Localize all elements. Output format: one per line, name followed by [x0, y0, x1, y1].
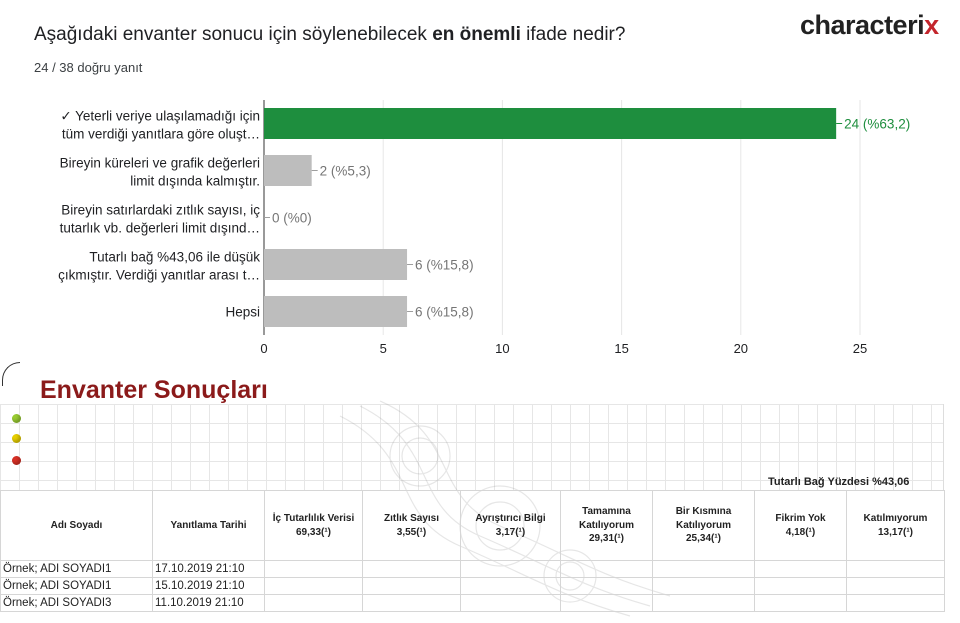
category-label: Bireyin satırlardaki zıtlık sayısı, iç — [61, 203, 260, 218]
data-label: 6 (%15,8) — [415, 258, 474, 273]
header-contrast-count: Zıtlık Sayısı 3,55(¹) — [362, 490, 461, 561]
red-status-dot — [12, 456, 21, 465]
category-label: çıkmıştır. Verdiği yanıtlar arası t… — [58, 268, 260, 283]
category-label: limit dışında kalmıştır. — [130, 174, 260, 189]
table-row: Örnek; ADI SOYADI1 15.10.2019 21:10 — [0, 577, 945, 595]
header-name: Adı Soyadı — [0, 490, 153, 561]
table-row: Örnek; ADI SOYADI3 11.10.2019 21:10 — [0, 594, 945, 612]
data-label: 6 (%15,8) — [415, 305, 474, 320]
data-label: 2 (%5,3) — [320, 164, 371, 179]
logo-text: characteri — [800, 10, 925, 40]
question-title: Aşağıdaki envanter sonucu için söylenebi… — [34, 24, 625, 46]
row-name: Örnek; ADI SOYADI1 — [0, 577, 153, 595]
category-label: Bireyin küreleri ve grafik değerleri — [60, 156, 260, 171]
consistency-percentage: Tutarlı Bağ Yüzdesi %43,06 — [768, 476, 910, 488]
x-tick-label: 10 — [495, 341, 509, 356]
bar — [264, 296, 408, 327]
question-prefix: Aşağıdaki envanter sonucu için söylenebi… — [34, 24, 433, 45]
row-date: 17.10.2019 21:10 — [152, 560, 265, 578]
yellow-status-dot — [12, 434, 21, 443]
row-date: 15.10.2019 21:10 — [152, 577, 265, 595]
category-label: ✓ Yeterli veriye ulaşılamadığı için — [60, 109, 260, 124]
header-date: Yanıtlama Tarihi — [152, 490, 265, 561]
category-label: Hepsi — [225, 305, 260, 320]
correct-answers-count: 24 / 38 doğru yanıt — [34, 60, 143, 75]
x-tick-label: 5 — [380, 341, 387, 356]
x-tick-label: 25 — [853, 341, 867, 356]
data-label: 24 (%63,2) — [844, 117, 910, 132]
table-row: Örnek; ADI SOYADI1 17.10.2019 21:10 — [0, 560, 945, 578]
x-tick-label: 20 — [734, 341, 748, 356]
header-disagree: Katılmıyorum 13,17(¹) — [846, 490, 945, 561]
question-bold: en önemli — [432, 24, 521, 45]
row-name: Örnek; ADI SOYADI3 — [0, 594, 153, 612]
characterix-logo: characterix — [800, 10, 939, 41]
x-tick-label: 15 — [614, 341, 628, 356]
bar — [264, 155, 312, 186]
bar — [264, 249, 408, 280]
question-suffix: ifade nedir? — [520, 24, 626, 45]
x-tick-label: 0 — [260, 341, 267, 356]
header-fully-agree: Tamamına Katılıyorum 29,31(¹) — [560, 490, 653, 561]
category-label: Tutarlı bağ %43,06 ile düşük — [89, 250, 260, 265]
category-label: tutarlık vb. değerleri limit dışınd… — [60, 221, 260, 236]
green-status-dot — [12, 414, 21, 423]
header-no-opinion: Fikrim Yok 4,18(¹) — [754, 490, 847, 561]
row-date: 11.10.2019 21:10 — [152, 594, 265, 612]
header-discriminant-info: Ayrıştırıcı Bilgi 3,17(¹) — [460, 490, 561, 561]
results-table: Adı Soyadı Yanıtlama Tarihi İç Tutarlılı… — [0, 490, 945, 612]
row-name: Örnek; ADI SOYADI1 — [0, 560, 153, 578]
grid-background — [0, 404, 944, 490]
header-partly-agree: Bir Kısmına Katılıyorum 25,34(¹) — [652, 490, 755, 561]
bar — [264, 108, 837, 139]
category-label: tüm verdiği yanıtlara göre oluşt… — [62, 127, 260, 142]
header-internal-consistency: İç Tutarlılık Verisi 69,33(¹) — [264, 490, 363, 561]
data-label: 0 (%0) — [272, 211, 312, 226]
logo-accent: x — [924, 10, 939, 40]
results-title: Envanter Sonuçları — [40, 376, 268, 404]
answer-bar-chart: 0 5 10 15 20 25 24 (%63,2) ✓ Yeterli veriye ula… — [58, 100, 910, 356]
